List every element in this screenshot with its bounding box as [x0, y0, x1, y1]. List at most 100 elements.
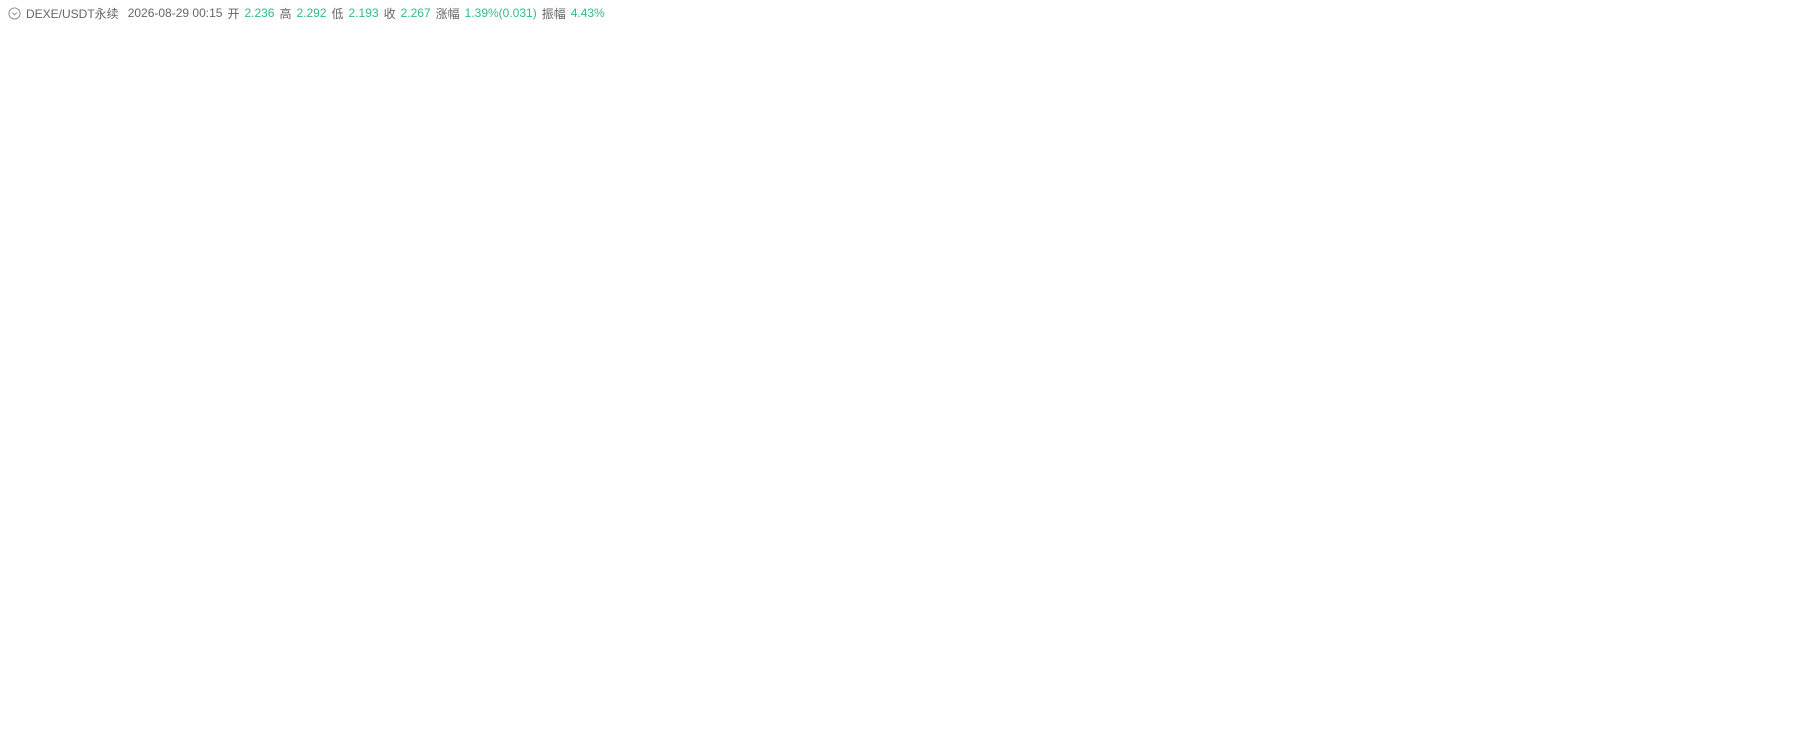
candle-body	[888, 564, 893, 567]
candle-body	[758, 559, 764, 566]
candle-body	[80, 637, 86, 640]
value: 1.39%(0.031)	[464, 6, 537, 20]
label: 收	[383, 6, 396, 21]
candle-body	[1172, 574, 1177, 578]
label: 开	[227, 6, 240, 21]
candle-body	[1385, 85, 1390, 128]
candle-body	[926, 565, 932, 569]
candle-body	[48, 625, 54, 628]
candle-body	[416, 596, 422, 602]
candle-body	[1165, 569, 1171, 575]
candle-body	[487, 592, 493, 594]
time: 2026-08-29 00:15	[127, 6, 223, 20]
candle-body	[526, 578, 531, 582]
candle-body	[67, 631, 73, 635]
y-tick-label: 2.100	[1757, 304, 1787, 318]
candle-body	[623, 580, 628, 582]
candle-body	[642, 572, 648, 577]
candle-body	[881, 565, 887, 567]
y-tick-label: 2.080	[1757, 331, 1787, 345]
x-tick-label: 06:00	[901, 714, 931, 728]
candle-body	[55, 627, 60, 630]
y-tick-label: 2.140	[1757, 250, 1787, 264]
candle-body	[765, 565, 770, 569]
candle-body	[1094, 565, 1100, 575]
candle-body	[164, 631, 170, 635]
side-handle[interactable]	[0, 338, 4, 372]
candle-body	[823, 566, 828, 569]
candle-body	[745, 561, 751, 564]
candle-body	[100, 642, 105, 649]
toolbar-button[interactable]: 爆	[1783, 713, 1797, 729]
candle-body	[849, 574, 854, 582]
value: 2.236	[244, 6, 275, 20]
candle-body	[1301, 458, 1306, 494]
candle-body	[203, 601, 209, 611]
candle-body	[1088, 562, 1093, 566]
candle-body	[597, 574, 602, 586]
candle-body	[1288, 504, 1293, 513]
candle-body	[352, 566, 357, 577]
last-price-label: 2.267	[1755, 78, 1785, 92]
candle-body	[429, 577, 435, 588]
candle-body	[862, 576, 867, 585]
candle-body	[1223, 578, 1229, 583]
candle-body	[448, 564, 454, 567]
candle-body	[1107, 578, 1113, 581]
toolbar-button[interactable]: 筹	[1755, 713, 1769, 729]
candle-body	[797, 566, 803, 569]
candle-body	[913, 565, 919, 567]
candle-body	[713, 561, 719, 563]
candle-body	[1133, 566, 1138, 570]
candle-body	[1243, 539, 1248, 562]
candle-body	[1210, 584, 1216, 586]
candle-body	[1023, 566, 1029, 575]
candle-body	[545, 576, 551, 578]
candle-body	[468, 587, 473, 589]
y-tick-label: 1.880	[1757, 602, 1787, 616]
x-tick-label: 06:00	[281, 714, 311, 728]
value: 2.193	[348, 6, 379, 20]
candle-body	[1068, 564, 1074, 567]
candle-body	[1294, 493, 1300, 513]
candle-body	[1262, 431, 1268, 475]
candle-body	[93, 638, 99, 643]
candle-body	[326, 566, 331, 573]
candle-body	[707, 559, 712, 563]
y-tick-label: 2.300	[1757, 33, 1787, 47]
candle-body	[616, 580, 622, 585]
candle-body	[222, 582, 228, 597]
candle-body	[29, 623, 34, 627]
y-tick-label: 2.200	[1757, 168, 1787, 182]
max-label: 2.292	[1342, 44, 1372, 58]
x-tick-label: 8月28	[745, 714, 777, 728]
label: 高	[279, 6, 292, 21]
candle-body	[739, 562, 745, 564]
candle-body	[145, 637, 150, 642]
candle-body	[868, 569, 874, 577]
header: DEXE/USDT永续 2026-08-29 00:15 开 2.236 高 2.2…	[8, 4, 605, 22]
collapse-icon[interactable]	[8, 6, 21, 20]
candle-body	[655, 558, 661, 567]
candle-body	[1307, 433, 1313, 459]
candle-body	[636, 576, 641, 578]
y-tick-label: 2.180	[1757, 196, 1787, 210]
candle-body	[920, 565, 925, 569]
candle-body	[565, 569, 570, 573]
candle-body	[700, 559, 706, 562]
y-tick-label: 1.980	[1757, 467, 1787, 481]
candle-body	[965, 562, 971, 570]
candle-body	[791, 562, 796, 567]
value: 2.292	[296, 6, 327, 20]
x-tick-label: 12:00	[436, 714, 466, 728]
candle-body	[771, 564, 777, 569]
candle-body	[1139, 566, 1145, 569]
candle-body	[1314, 406, 1319, 434]
candle-body	[390, 591, 396, 600]
min-arrowhead	[125, 672, 130, 679]
candle-body	[539, 576, 544, 581]
candle-body	[151, 637, 157, 639]
candle-body	[810, 564, 816, 570]
candle-body	[558, 572, 564, 575]
